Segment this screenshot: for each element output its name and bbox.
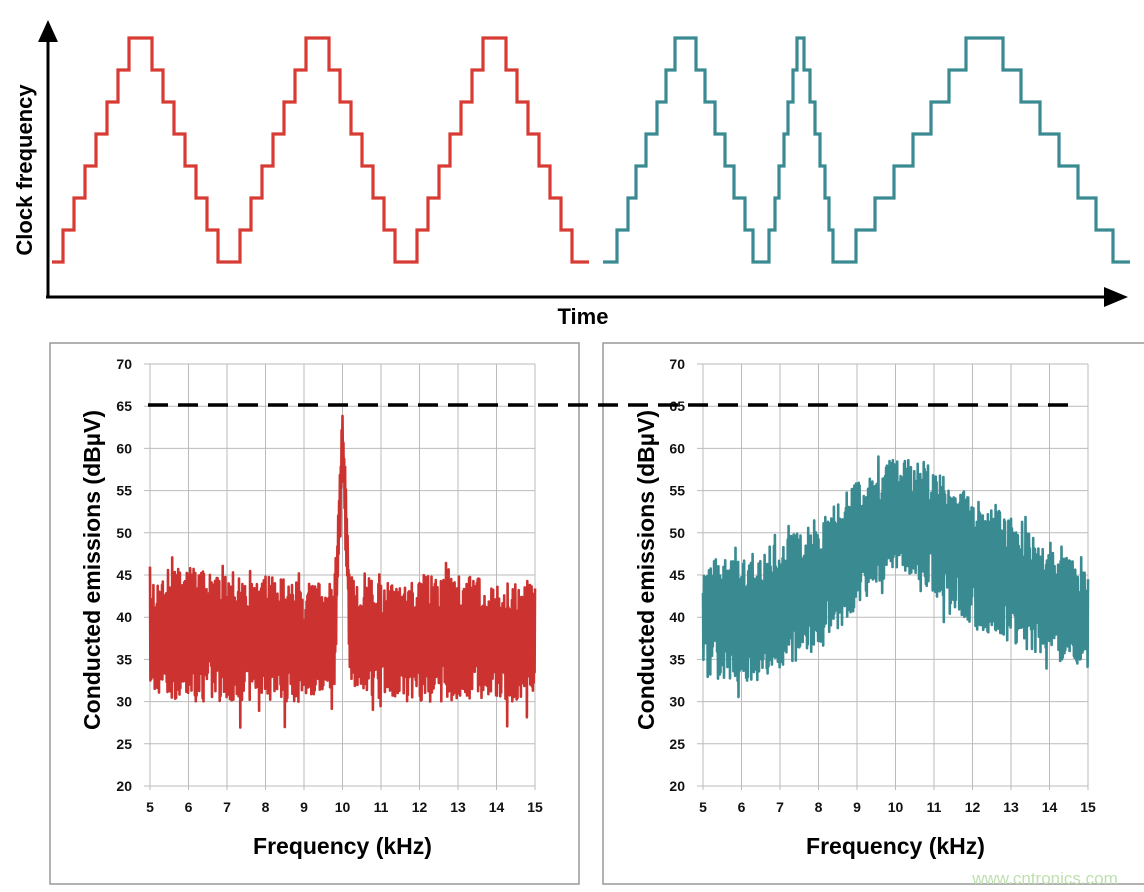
- emission-trace: [148, 414, 537, 729]
- y-tick-label: 35: [669, 651, 685, 667]
- x-tick-label: 10: [888, 799, 904, 815]
- x-tick-label: 10: [335, 799, 351, 815]
- x-axis-arrow-icon: [1104, 287, 1128, 307]
- x-tick-label: 14: [489, 799, 505, 815]
- x-tick-label: 15: [527, 799, 543, 815]
- y-axis-arrow-icon: [38, 20, 58, 42]
- x-tick-label: 11: [374, 799, 389, 815]
- y-tick-label: 25: [116, 736, 132, 752]
- y-tick-label: 45: [116, 567, 132, 583]
- watermark: www.cntronics.com: [971, 869, 1117, 888]
- x-tick-label: 11: [927, 799, 942, 815]
- y-tick-label: 30: [669, 694, 685, 710]
- x-tick-label: 13: [450, 799, 466, 815]
- y-tick-label: 40: [116, 609, 132, 625]
- y-tick-label: 60: [116, 440, 132, 456]
- y-tick-label: 30: [116, 694, 132, 710]
- y-tick-label: 20: [116, 778, 132, 794]
- y-axis-label: Clock frequency: [12, 84, 37, 256]
- right-emissions-chart: 567891011121314152025303540455055606570F…: [633, 356, 1096, 859]
- y-tick-label: 50: [116, 525, 132, 541]
- right-chart-frame: [602, 342, 1144, 885]
- x-tick-label: 13: [1003, 799, 1019, 815]
- x-tick-label: 8: [262, 799, 270, 815]
- y-axis-label: Conducted emissions (dBµV): [633, 410, 659, 730]
- emission-trace: [701, 455, 1090, 699]
- y-tick-label: 70: [669, 356, 685, 372]
- y-tick-label: 45: [669, 567, 685, 583]
- x-axis-label: Frequency (kHz): [806, 833, 985, 859]
- y-tick-label: 50: [669, 525, 685, 541]
- y-tick-label: 55: [116, 483, 132, 499]
- y-tick-label: 35: [116, 651, 132, 667]
- x-axis-label: Frequency (kHz): [253, 833, 432, 859]
- x-tick-label: 7: [776, 799, 784, 815]
- y-tick-label: 25: [669, 736, 685, 752]
- y-tick-label: 40: [669, 609, 685, 625]
- left-emissions-chart: 5 6 7 8 9 10 11 12 13 14 15 20 25 30 35 40 45 50 55 60 65 70 F…: [79, 356, 543, 859]
- fixed-spread-waveform: [52, 36, 589, 264]
- y-tick-label: 60: [669, 440, 685, 456]
- left-chart-frame: [49, 342, 580, 885]
- x-tick-label: 5: [699, 799, 707, 815]
- x-tick-label: 5: [146, 799, 154, 815]
- x-tick-label: 9: [853, 799, 861, 815]
- y-tick-label: 55: [669, 483, 685, 499]
- x-tick-label: 12: [965, 799, 981, 815]
- x-tick-label: 6: [185, 799, 193, 815]
- x-tick-label: 8: [815, 799, 823, 815]
- y-axis-label: Conducted emissions (dBµV): [79, 410, 105, 730]
- x-tick-label: 12: [412, 799, 428, 815]
- x-tick-label: 14: [1042, 799, 1058, 815]
- x-axis-label: Time: [558, 304, 609, 329]
- y-tick-label: 20: [669, 778, 685, 794]
- y-tick-label: 70: [116, 356, 132, 372]
- clock-frequency-diagram: Clock frequency Time: [12, 20, 1130, 329]
- x-tick-label: 7: [223, 799, 231, 815]
- random-spread-waveform: [603, 36, 1130, 264]
- x-tick-label: 9: [300, 799, 308, 815]
- y-tick-label: 65: [116, 398, 132, 414]
- x-tick-label: 15: [1080, 799, 1096, 815]
- x-tick-label: 6: [738, 799, 746, 815]
